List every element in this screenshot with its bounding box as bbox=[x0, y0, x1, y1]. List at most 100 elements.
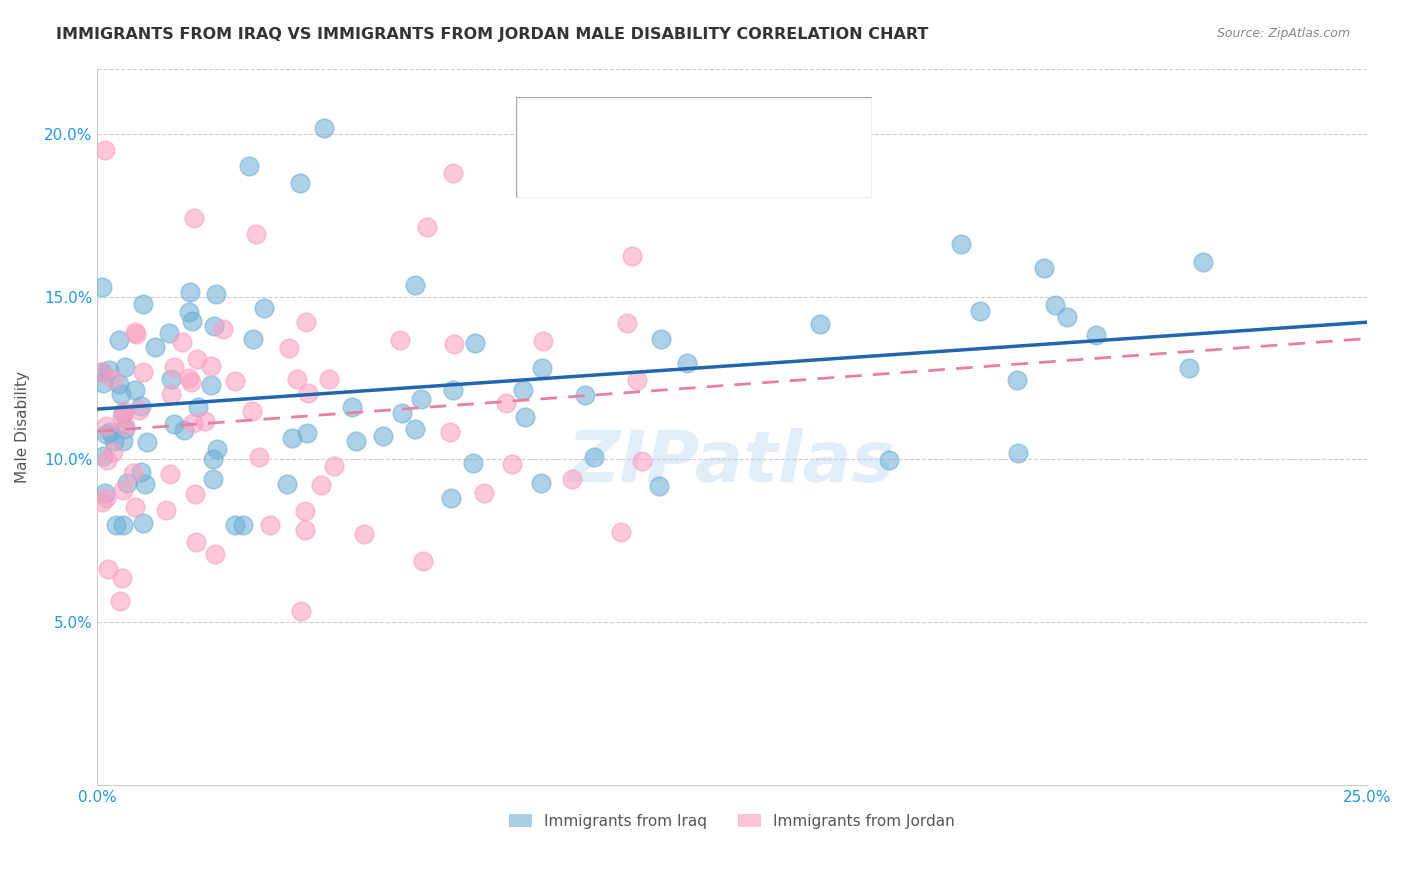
Immigrants from Iraq bbox=[157, 326, 180, 341]
Immigrants from Iraq bbox=[650, 332, 672, 346]
Immigrants from Iraq bbox=[143, 340, 166, 354]
Immigrants from Jordan bbox=[177, 370, 200, 384]
Immigrants from Jordan bbox=[294, 523, 316, 537]
Immigrants from Jordan bbox=[441, 166, 464, 180]
Immigrants from Iraq bbox=[110, 387, 132, 401]
Immigrants from Iraq bbox=[1032, 260, 1054, 275]
Immigrants from Jordan bbox=[416, 219, 439, 234]
Immigrants from Jordan bbox=[204, 547, 226, 561]
Immigrants from Jordan bbox=[322, 458, 344, 473]
Immigrants from Jordan bbox=[295, 315, 318, 329]
Legend: Immigrants from Iraq, Immigrants from Jordan: Immigrants from Iraq, Immigrants from Jo… bbox=[503, 807, 960, 835]
Immigrants from Iraq bbox=[91, 280, 114, 294]
Immigrants from Iraq bbox=[207, 442, 229, 456]
Immigrants from Jordan bbox=[111, 483, 134, 497]
Immigrants from Jordan bbox=[103, 372, 125, 386]
Immigrants from Jordan bbox=[96, 452, 118, 467]
Immigrants from Iraq bbox=[105, 517, 128, 532]
Immigrants from Iraq bbox=[1085, 328, 1108, 343]
Immigrants from Jordan bbox=[626, 373, 648, 387]
Immigrants from Iraq bbox=[409, 392, 432, 406]
Immigrants from Iraq bbox=[136, 434, 159, 449]
Immigrants from Jordan bbox=[112, 404, 135, 418]
Immigrants from Jordan bbox=[200, 359, 222, 373]
Immigrants from Iraq bbox=[107, 334, 129, 348]
Immigrants from Iraq bbox=[93, 486, 115, 500]
Immigrants from Jordan bbox=[297, 386, 319, 401]
Immigrants from Jordan bbox=[184, 487, 207, 501]
Immigrants from Iraq bbox=[441, 383, 464, 397]
Immigrants from Iraq bbox=[134, 477, 156, 491]
Immigrants from Jordan bbox=[181, 416, 204, 430]
Immigrants from Iraq bbox=[969, 304, 991, 318]
Immigrants from Iraq bbox=[111, 434, 134, 448]
Immigrants from Jordan bbox=[128, 403, 150, 417]
Immigrants from Jordan bbox=[91, 365, 114, 379]
Immigrants from Iraq bbox=[1043, 298, 1066, 312]
Immigrants from Iraq bbox=[344, 434, 367, 449]
Immigrants from Jordan bbox=[94, 418, 117, 433]
Immigrants from Iraq bbox=[132, 516, 155, 530]
Immigrants from Iraq bbox=[91, 365, 114, 379]
Immigrants from Jordan bbox=[443, 337, 465, 351]
Immigrants from Iraq bbox=[1007, 446, 1029, 460]
Immigrants from Iraq bbox=[91, 449, 114, 463]
Immigrants from Iraq bbox=[1178, 361, 1201, 376]
Immigrants from Jordan bbox=[155, 503, 177, 517]
Immigrants from Jordan bbox=[163, 360, 186, 375]
Immigrants from Iraq bbox=[440, 491, 463, 505]
Text: ZIPatlas: ZIPatlas bbox=[568, 428, 896, 497]
Immigrants from Jordan bbox=[183, 211, 205, 225]
Immigrants from Jordan bbox=[501, 457, 523, 471]
Immigrants from Jordan bbox=[631, 454, 654, 468]
Immigrants from Jordan bbox=[160, 387, 183, 401]
Immigrants from Iraq bbox=[464, 335, 486, 350]
Immigrants from Jordan bbox=[247, 450, 270, 465]
Immigrants from Iraq bbox=[129, 399, 152, 413]
Immigrants from Iraq bbox=[295, 425, 318, 440]
Immigrants from Iraq bbox=[808, 317, 831, 331]
Immigrants from Jordan bbox=[111, 571, 134, 585]
Immigrants from Iraq bbox=[513, 409, 536, 424]
Immigrants from Jordan bbox=[124, 325, 146, 339]
Immigrants from Jordan bbox=[388, 333, 411, 347]
Immigrants from Iraq bbox=[530, 361, 553, 376]
Immigrants from Jordan bbox=[211, 321, 233, 335]
Immigrants from Jordan bbox=[610, 525, 633, 540]
Immigrants from Iraq bbox=[163, 417, 186, 431]
Immigrants from Jordan bbox=[353, 526, 375, 541]
Immigrants from Jordan bbox=[194, 414, 217, 428]
Immigrants from Iraq bbox=[391, 406, 413, 420]
Immigrants from Jordan bbox=[245, 227, 267, 241]
Immigrants from Iraq bbox=[187, 401, 209, 415]
Immigrants from Iraq bbox=[177, 305, 200, 319]
Immigrants from Iraq bbox=[103, 434, 125, 448]
Immigrants from Iraq bbox=[129, 465, 152, 479]
Immigrants from Jordan bbox=[561, 472, 583, 486]
Immigrants from Iraq bbox=[97, 362, 120, 376]
Immigrants from Jordan bbox=[122, 467, 145, 481]
Immigrants from Iraq bbox=[224, 517, 246, 532]
Immigrants from Iraq bbox=[281, 431, 304, 445]
Immigrants from Iraq bbox=[180, 314, 202, 328]
Immigrants from Iraq bbox=[253, 301, 276, 315]
Immigrants from Iraq bbox=[117, 475, 139, 490]
Immigrants from Jordan bbox=[242, 404, 264, 418]
Immigrants from Jordan bbox=[114, 419, 136, 434]
Immigrants from Iraq bbox=[202, 472, 225, 486]
Immigrants from Jordan bbox=[294, 504, 316, 518]
Immigrants from Iraq bbox=[290, 176, 312, 190]
Immigrants from Jordan bbox=[94, 491, 117, 505]
Immigrants from Iraq bbox=[179, 285, 201, 299]
Immigrants from Iraq bbox=[1005, 373, 1028, 387]
Immigrants from Iraq bbox=[201, 452, 224, 467]
Immigrants from Iraq bbox=[173, 423, 195, 437]
Immigrants from Iraq bbox=[132, 297, 155, 311]
Immigrants from Jordan bbox=[172, 334, 194, 349]
Immigrants from Iraq bbox=[648, 478, 671, 492]
Immigrants from Iraq bbox=[238, 159, 260, 173]
Immigrants from Iraq bbox=[574, 388, 596, 402]
Immigrants from Iraq bbox=[404, 277, 426, 292]
Immigrants from Jordan bbox=[97, 562, 120, 576]
Immigrants from Iraq bbox=[112, 517, 135, 532]
